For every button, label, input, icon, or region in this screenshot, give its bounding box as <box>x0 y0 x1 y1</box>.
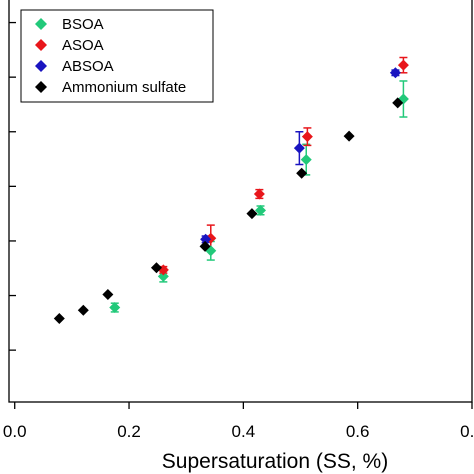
point-ammonium-sulfate <box>199 240 211 252</box>
point-bsoa <box>157 270 169 282</box>
point-ammonium-sulfate <box>77 304 89 316</box>
legend-label-absoa: ABSOA <box>62 58 114 75</box>
point-ammonium-sulfate <box>150 262 162 274</box>
point-ammonium-sulfate <box>296 167 308 179</box>
legend-box <box>20 9 214 103</box>
legend-marker-ammonium-sulfate <box>35 81 47 93</box>
legend-label-asoa: ASOA <box>62 37 104 54</box>
y-axis-ticks <box>9 21 16 351</box>
point-ammonium-sulfate <box>343 130 355 142</box>
legend-label-bsoa: BSOA <box>62 16 104 33</box>
point-ammonium-sulfate <box>53 312 65 324</box>
x-tick-label: 0.4 <box>232 422 256 441</box>
legend: BSOA ASOA ABSOA Ammonium sulfate <box>20 9 214 103</box>
point-absoa <box>389 67 401 79</box>
plot-frame <box>8 0 473 403</box>
point-bsoa <box>255 204 267 216</box>
legend-label-ammonium-sulfate: Ammonium sulfate <box>62 79 186 96</box>
point-ammonium-sulfate <box>102 288 114 300</box>
point-bsoa <box>300 154 312 166</box>
point-ammonium-sulfate <box>392 97 404 109</box>
x-axis-ticks <box>14 402 473 409</box>
legend-marker-bsoa <box>35 18 47 30</box>
point-ammonium-sulfate <box>246 208 258 220</box>
legend-marker-asoa <box>35 39 47 51</box>
x-tick-label: 0.6 <box>346 422 370 441</box>
x-tick-label: 0.8 <box>460 422 474 441</box>
point-bsoa <box>109 302 121 314</box>
point-absoa <box>293 142 305 154</box>
point-asoa <box>253 188 265 200</box>
point-absoa <box>200 233 212 245</box>
point-asoa <box>397 59 409 71</box>
point-asoa <box>301 131 313 143</box>
legend-marker-absoa <box>35 60 47 72</box>
x-tick-label: 0.2 <box>117 422 141 441</box>
x-axis-title: Supersaturation (SS, %) <box>162 450 388 473</box>
data-points <box>53 59 409 324</box>
x-axis-tick-labels: 0.0 0.2 0.4 0.6 0.8 <box>3 422 474 441</box>
x-tick-label: 0.0 <box>3 422 27 441</box>
